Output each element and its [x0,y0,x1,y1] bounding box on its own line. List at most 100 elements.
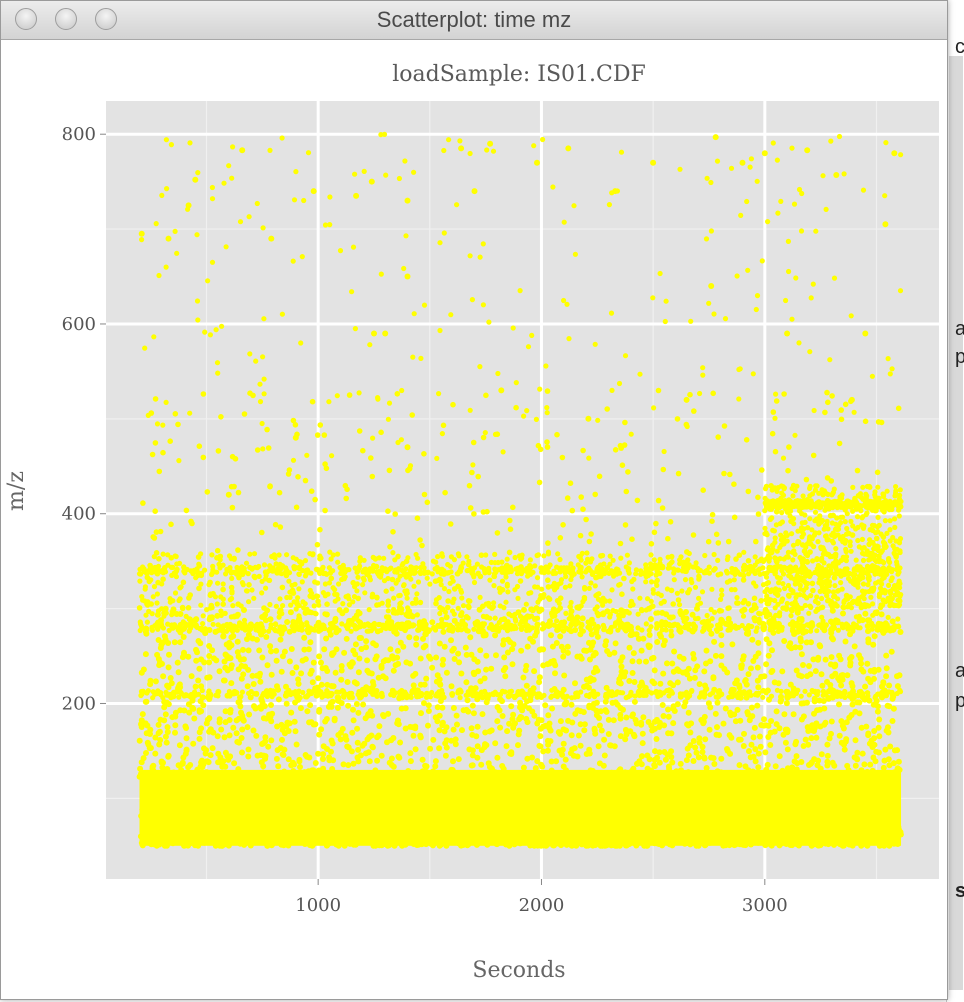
data-point [596,722,603,729]
data-point [238,675,245,682]
data-point [417,732,424,739]
data-point [432,781,439,788]
data-point [529,754,536,761]
data-point [299,627,305,633]
data-point [812,825,819,832]
data-point [262,788,269,795]
data-point [378,752,385,759]
data-point [469,752,476,759]
data-point [662,833,669,840]
data-point [671,708,678,714]
data-point [636,839,642,846]
data-point [739,809,746,816]
scatter-chart: loadSample: IS01.CDF 1000 2000 3000 200400… [4,62,939,983]
data-point [560,740,567,747]
data-point [862,610,869,617]
data-point [600,762,607,769]
data-point [505,784,512,790]
close-button[interactable] [15,8,37,30]
data-point [631,776,638,783]
minimize-button[interactable] [55,8,77,30]
data-point [206,827,213,834]
data-point [575,691,581,697]
data-point [397,777,404,784]
data-point [854,776,861,783]
zoom-button[interactable] [95,8,117,30]
data-point [468,725,475,732]
data-point [873,748,880,755]
data-point [854,822,861,829]
data-point [754,702,761,709]
data-point [871,666,878,673]
data-point [439,704,446,711]
data-point [548,758,555,765]
data-point [280,752,287,758]
data-point [793,667,800,674]
data-point [825,771,832,778]
data-point [286,798,293,805]
data-point [227,753,234,760]
data-point [800,713,807,720]
data-point [137,833,144,840]
data-point [814,707,821,714]
data-point [579,615,586,622]
data-point [745,671,752,678]
data-point [710,810,717,817]
data-point [235,766,242,773]
data-point [422,816,429,823]
data-point [706,570,713,576]
data-point [825,694,831,701]
data-point [802,688,808,694]
data-point [275,776,282,783]
data-point [673,803,680,810]
data-point [349,784,356,791]
data-point [652,831,659,838]
data-point [546,789,553,796]
data-point [157,659,163,666]
data-point [744,813,751,820]
data-point [736,778,743,785]
data-point [220,677,227,684]
data-point [608,626,614,632]
data-point [755,650,762,657]
data-point [879,829,886,836]
data-point [530,770,536,777]
data-point [434,672,441,679]
data-point [639,627,645,633]
data-point [676,653,683,660]
data-point [558,643,565,650]
data-point [240,821,247,828]
data-point [281,648,288,655]
data-point [152,825,159,832]
data-point [683,799,690,806]
data-point [426,799,432,806]
data-point [761,716,767,723]
title-bar[interactable]: Scatterplot: time mz [1,1,947,40]
data-point [333,841,340,848]
data-point [211,655,217,662]
data-point [423,791,430,798]
data-point [641,692,647,699]
data-point [167,675,174,681]
data-point [832,801,839,808]
data-point [691,674,698,681]
data-point [845,776,852,782]
data-point [420,644,427,651]
data-point [807,760,814,767]
data-point [519,799,526,806]
data-point [520,764,527,771]
data-point [727,627,733,633]
data-point [364,628,370,634]
data-point [742,785,749,792]
data-point [436,810,443,817]
data-point [273,755,280,762]
data-point [666,841,673,848]
data-point [872,758,879,765]
data-point [273,647,280,654]
data-point [400,691,406,697]
data-point [575,732,582,739]
data-point [500,667,507,674]
data-point [601,627,607,633]
data-point [298,670,305,677]
data-point [449,800,456,807]
